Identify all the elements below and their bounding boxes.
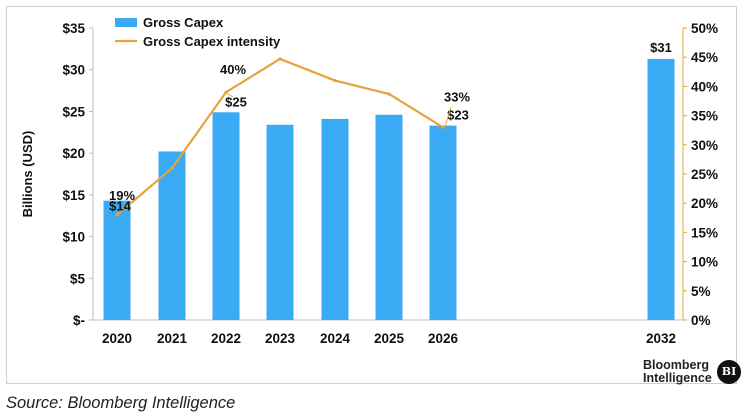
- x-tick-label: 2021: [157, 331, 188, 346]
- y2-tick-label: 20%: [691, 196, 718, 211]
- line-data-label: 33%: [444, 89, 470, 104]
- y-tick-label: $5: [70, 271, 86, 286]
- line-point: [115, 213, 119, 217]
- chart-canvas: $- $5 $10 $15 $20 $25 $30 $35 0% 5% 10% 15% 20% 25% 30…: [20, 15, 718, 346]
- bar-data-label: $25: [225, 94, 247, 109]
- y2-tick-label: 50%: [691, 21, 718, 36]
- y2-tick-label: 45%: [691, 50, 718, 65]
- y2-tick-label: 10%: [691, 255, 718, 270]
- line-data-label: 40%: [220, 62, 246, 77]
- bar-data-label: $31: [650, 40, 672, 55]
- y2-tick-label: 15%: [691, 225, 718, 240]
- logo-line2: Intelligence: [643, 371, 712, 385]
- x-tick-label: 2024: [320, 331, 351, 346]
- bloomberg-intelligence-logo: Bloomberg Intelligence BI: [643, 357, 743, 387]
- y2-tick-label: 25%: [691, 167, 718, 182]
- bar: [375, 114, 403, 320]
- y2-tick-label: 0%: [691, 313, 711, 328]
- x-tick-label: 2026: [428, 331, 459, 346]
- legend-label: Gross Capex: [143, 15, 224, 30]
- bar: [429, 125, 457, 321]
- y-tick-label: $20: [62, 146, 85, 161]
- line-data-label: 19%: [109, 188, 135, 203]
- chart-frame: $- $5 $10 $15 $20 $25 $30 $35 0% 5% 10% 15% 20% 25% 30…: [6, 6, 741, 385]
- bar: [647, 58, 675, 321]
- y-axis-title: Billions (USD): [20, 131, 35, 218]
- y2-tick-label: 35%: [691, 109, 718, 124]
- bar: [103, 200, 131, 320]
- bar: [212, 112, 240, 321]
- y-tick-label: $10: [62, 230, 85, 245]
- bi-badge-icon: BI: [717, 360, 741, 384]
- y-tick-label: $15: [62, 188, 85, 203]
- line-point: [170, 166, 174, 170]
- line-point: [441, 125, 445, 129]
- legend-swatch-bar: [115, 18, 137, 27]
- source-note: Source: Bloomberg Intelligence: [6, 394, 236, 412]
- y-tick-label: $-: [73, 313, 85, 328]
- x-tick-label: 2020: [102, 331, 132, 346]
- legend-label: Gross Capex intensity: [143, 34, 281, 49]
- leader-line: [225, 92, 234, 98]
- bar: [158, 151, 186, 320]
- leader-line: [444, 106, 452, 128]
- logo-line1: Bloomberg: [643, 358, 709, 372]
- y-tick-label: $25: [62, 104, 85, 119]
- line-point: [387, 92, 391, 96]
- bar: [266, 124, 294, 320]
- line-point: [333, 78, 337, 83]
- y2-tick-label: 40%: [691, 79, 718, 94]
- bar-data-label: $23: [447, 108, 469, 123]
- x-tick-label: 2022: [211, 331, 241, 346]
- x-tick-label: 2032: [646, 331, 676, 346]
- y2-tick-label: 5%: [691, 284, 711, 299]
- line-point: [278, 57, 282, 61]
- bar: [321, 118, 349, 321]
- y-tick-label: $35: [62, 21, 85, 36]
- bar-data-label: $14: [109, 199, 131, 214]
- y-tick-label: $30: [62, 63, 85, 78]
- x-tick-label: 2025: [374, 331, 405, 346]
- y2-tick-label: 30%: [691, 138, 718, 153]
- x-tick-label: 2023: [265, 331, 296, 346]
